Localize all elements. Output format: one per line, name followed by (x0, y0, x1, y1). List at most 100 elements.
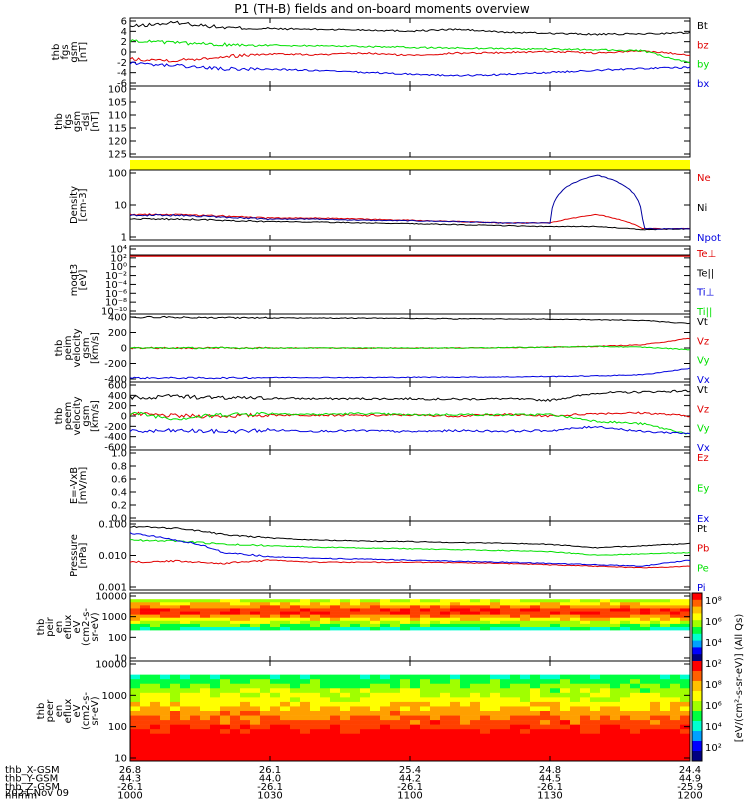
spectrogram-cell (230, 602, 241, 606)
spectrogram-cell (650, 605, 661, 609)
spectrogram-cell (670, 611, 681, 615)
spectrogram-cell (230, 715, 241, 721)
spectrogram-cell (400, 724, 411, 730)
spectrogram-cell (210, 701, 221, 707)
spectrogram-cell (490, 733, 501, 739)
spectrogram-cell (680, 706, 691, 712)
spectrogram-cell (190, 599, 201, 603)
spectrogram-cell (610, 742, 621, 748)
spectrogram-cell (560, 627, 571, 631)
ytick-label: 0.0 (111, 514, 127, 525)
spectrogram-cell (460, 742, 471, 748)
spectrogram-cell (440, 688, 451, 694)
spectrogram-cell (510, 602, 521, 606)
spectrogram-cell (190, 683, 201, 689)
spectrogram-cell (620, 738, 631, 744)
spectrogram-cell (350, 701, 361, 707)
spectrogram-cell (230, 611, 241, 615)
spectrogram-cell (150, 701, 161, 707)
spectrogram-cell (260, 724, 271, 730)
series-density-npot (129, 174, 691, 230)
spectrogram-cell (330, 688, 341, 694)
spectrogram-cell (130, 733, 141, 739)
spectrogram-cell (390, 605, 401, 609)
spectrogram-cell (170, 742, 181, 748)
spectrogram-cell (360, 679, 371, 685)
spectrogram-cell (460, 724, 471, 730)
spectrogram-cell (470, 688, 481, 694)
spectrogram-cell (660, 688, 671, 694)
spectrogram-cell (490, 679, 501, 685)
spectrogram-cell (520, 623, 531, 628)
spectrogram-cell (290, 679, 301, 685)
ytick-label: -2 (117, 58, 127, 69)
spectrogram-cell (130, 729, 141, 735)
spectrogram-cell (320, 738, 331, 744)
spectrogram-cell (360, 623, 371, 628)
spectrogram-cell (620, 756, 631, 762)
spectrogram-cell (650, 692, 661, 698)
spectrogram-cell (650, 608, 661, 612)
axis-label-peem: [km/s] (90, 400, 101, 432)
spectrogram-cell (510, 756, 521, 762)
spectrogram-cell (480, 751, 491, 757)
spectrogram-cell (370, 617, 381, 622)
spectrogram-cell (550, 617, 561, 622)
spectrogram-cell (210, 602, 221, 606)
spectrogram-cell (240, 706, 251, 712)
spectrogram-cell (240, 688, 251, 694)
spectrogram-cell (570, 614, 581, 619)
spectrogram-cell (540, 724, 551, 730)
spectrogram-cell (130, 602, 141, 606)
spectrogram-cell (320, 679, 331, 685)
spectrogram-cell (580, 623, 591, 628)
ytick-label: 10⁻⁸ (105, 298, 127, 309)
spectrogram-cell (540, 623, 551, 628)
spectrogram-cell (640, 683, 651, 689)
legend-ti⊥: Ti⊥ (696, 288, 714, 299)
spectrogram-cell (350, 623, 361, 628)
spectrogram-cell (390, 729, 401, 735)
spectrogram-cell (550, 720, 561, 725)
spectrogram-cell (590, 602, 601, 606)
spectrogram-cell (450, 623, 461, 628)
spectrogram-cell (440, 608, 451, 612)
spectrogram-cell (330, 733, 341, 739)
spectrogram-cell (630, 697, 641, 703)
spectrogram-cell (300, 620, 311, 625)
spectrogram-cell (250, 756, 261, 762)
spectrogram-cell (610, 627, 621, 631)
spectrogram-cell (580, 608, 591, 612)
spectrogram-cell (480, 706, 491, 712)
spectrogram-cell (540, 614, 551, 619)
axis-label-pressure: [nPa] (78, 542, 89, 568)
spectrogram-cell (430, 724, 441, 730)
spectrogram-cell (330, 751, 341, 757)
spectrogram-cell (210, 605, 221, 609)
spectrogram-cell (220, 715, 231, 721)
spectrogram-cell (270, 738, 281, 744)
spectrogram-cell (570, 605, 581, 609)
spectrogram-cell (230, 751, 241, 757)
spectrogram-cell (490, 688, 501, 694)
spectrogram-cell (460, 614, 471, 619)
legend-bt: Bt (697, 21, 708, 32)
spectrogram-cell (250, 701, 261, 707)
axis-label-efield: E=-VxB (69, 467, 80, 504)
spectrogram-cell (280, 688, 291, 694)
spectrogram-cell (410, 720, 421, 725)
spectrogram-cell (160, 756, 171, 762)
spectrogram-cell (660, 620, 671, 625)
spectrogram-cell (500, 733, 511, 739)
colorbar-tick: 10⁶ (705, 701, 722, 712)
spectrogram-cell (210, 688, 221, 694)
spectrogram-cell (380, 729, 391, 735)
colorbar-tick: 10⁸ (705, 596, 722, 607)
spectrogram-cell (170, 711, 181, 716)
spectrogram-cell (570, 715, 581, 721)
spectrogram-cell (660, 599, 671, 603)
spectrogram-cell (320, 599, 331, 603)
spectrogram-cell (410, 756, 421, 762)
spectrogram-cell (470, 602, 481, 606)
spectrogram-cell (670, 711, 681, 716)
